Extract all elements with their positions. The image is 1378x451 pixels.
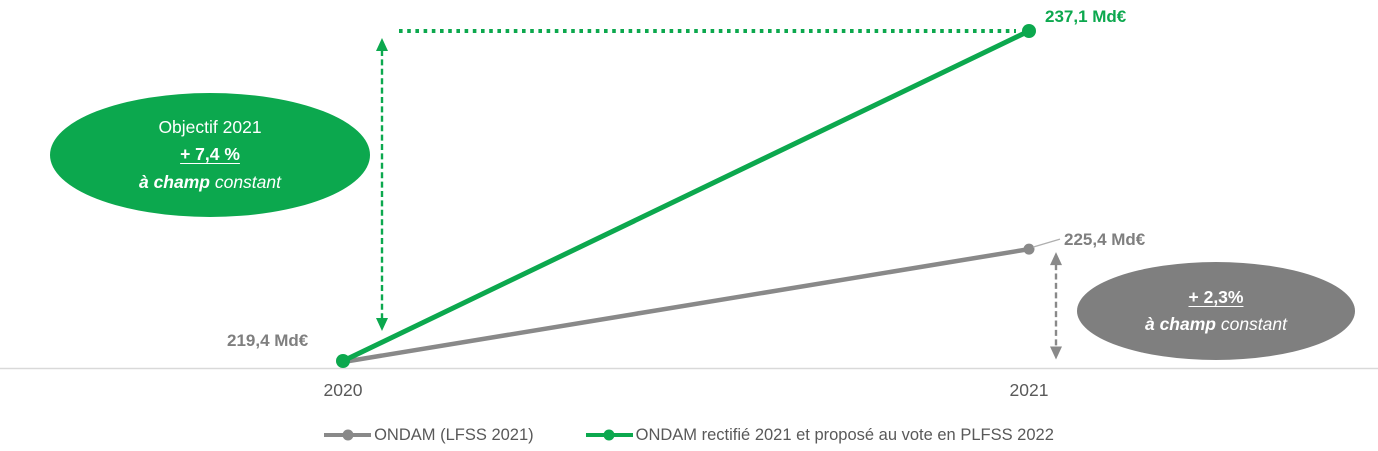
gray-line-marker-icon — [324, 429, 372, 441]
objectif-2021-bubble: Objectif 2021 + 7,4 % à champ constant — [50, 93, 370, 217]
legend-item-ondam-lfss-2021: ONDAM (LFSS 2021) — [324, 427, 534, 444]
legend-label: ONDAM rectifié 2021 et proposé au vote e… — [635, 426, 1054, 444]
green-end-value-label: 237,1 Md€ — [1045, 7, 1127, 26]
bubble-gray-line1: + 2,3% — [1188, 286, 1244, 307]
x-tick-2021: 2021 — [1009, 380, 1049, 400]
chart-legend: ONDAM (LFSS 2021) ONDAM rectifié 2021 et… — [0, 427, 1378, 444]
x-tick-2020: 2020 — [323, 380, 363, 400]
legend-label: ONDAM (LFSS 2021) — [374, 426, 534, 444]
gray-end-value-label: 225,4 Md€ — [1064, 230, 1146, 249]
bubble-green-line1: Objectif 2021 — [158, 117, 262, 138]
green-line-marker-icon — [585, 429, 633, 441]
bubble-green-line2: + 7,4 % — [180, 144, 240, 165]
start-value-label: 219,4 Md€ — [227, 331, 309, 350]
gray-growth-bubble: + 2,3% à champ constant — [1077, 262, 1355, 360]
legend-item-ondam-rectifie: ONDAM rectifié 2021 et proposé au vote e… — [585, 426, 1054, 444]
bubble-gray-line2: à champ constant — [1144, 314, 1288, 334]
bubble-green-line3: à champ constant — [138, 171, 282, 192]
